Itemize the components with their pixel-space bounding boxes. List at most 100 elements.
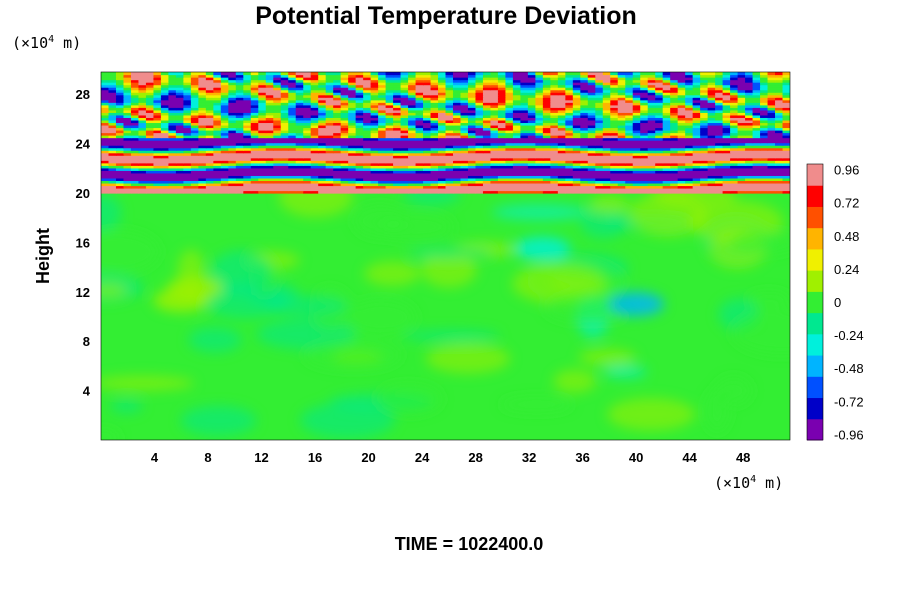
heatmap-cell bbox=[527, 107, 536, 111]
heatmap-cell bbox=[767, 162, 776, 166]
heatmap-cell bbox=[340, 175, 349, 179]
heatmap-cell bbox=[572, 104, 581, 108]
heatmap-cell bbox=[535, 82, 544, 86]
heatmap-cell bbox=[198, 160, 207, 164]
heatmap-cell bbox=[655, 127, 664, 131]
heatmap-lower-blob bbox=[180, 405, 257, 436]
heatmap-cell bbox=[557, 170, 566, 174]
heatmap-cell bbox=[745, 152, 754, 156]
heatmap-cell bbox=[550, 109, 559, 113]
heatmap-cell bbox=[520, 82, 529, 86]
heatmap-cell bbox=[745, 167, 754, 171]
heatmap-cell bbox=[168, 112, 177, 116]
heatmap-cell bbox=[423, 92, 432, 96]
heatmap-cell bbox=[662, 102, 671, 106]
heatmap-cell bbox=[752, 140, 761, 144]
heatmap-cell bbox=[722, 140, 731, 144]
heatmap-cell bbox=[662, 177, 671, 182]
heatmap-cell bbox=[662, 147, 671, 151]
heatmap-cell bbox=[677, 89, 686, 93]
heatmap-cell bbox=[205, 182, 214, 187]
heatmap-cell bbox=[190, 170, 199, 174]
heatmap-cell bbox=[707, 102, 716, 106]
heatmap-cell bbox=[160, 112, 170, 116]
heatmap-cell bbox=[423, 109, 432, 113]
heatmap-cell bbox=[512, 92, 521, 96]
heatmap-cell bbox=[580, 122, 589, 126]
heatmap-cell bbox=[632, 172, 641, 176]
heatmap-cell bbox=[385, 155, 394, 159]
x-tick-label: 40 bbox=[629, 450, 643, 465]
heatmap-cell bbox=[123, 162, 132, 166]
heatmap-cell bbox=[175, 150, 184, 154]
heatmap-cell bbox=[445, 82, 454, 86]
heatmap-cell bbox=[280, 94, 289, 98]
heatmap-cell bbox=[400, 119, 409, 124]
heatmap-cell bbox=[280, 129, 289, 134]
heatmap-cell bbox=[325, 177, 334, 182]
heatmap-cell bbox=[632, 180, 641, 184]
heatmap-cell bbox=[767, 82, 776, 86]
heatmap-cell bbox=[565, 175, 574, 179]
heatmap-cell bbox=[647, 140, 656, 144]
heatmap-cell bbox=[385, 177, 394, 182]
heatmap-cell bbox=[378, 99, 387, 103]
heatmap-cell bbox=[580, 190, 589, 194]
heatmap-cell bbox=[527, 132, 536, 136]
heatmap-cell bbox=[775, 177, 784, 182]
heatmap-cell bbox=[685, 167, 694, 171]
heatmap-cell bbox=[220, 155, 229, 159]
heatmap-cell bbox=[243, 72, 252, 76]
heatmap-cell bbox=[213, 142, 222, 146]
heatmap-cell bbox=[662, 87, 671, 91]
heatmap-cell bbox=[318, 137, 327, 141]
heatmap-cell bbox=[115, 162, 125, 166]
heatmap-cell bbox=[183, 82, 192, 86]
heatmap-cell bbox=[542, 84, 551, 88]
heatmap-cell bbox=[715, 152, 724, 156]
heatmap-cell bbox=[737, 94, 746, 98]
heatmap-cell bbox=[445, 175, 454, 179]
heatmap-cell bbox=[258, 107, 267, 111]
heatmap-cell bbox=[183, 104, 192, 108]
heatmap-cell bbox=[685, 129, 694, 134]
heatmap-cell bbox=[243, 167, 252, 171]
heatmap-cell bbox=[265, 167, 274, 171]
x-tick-label: 48 bbox=[736, 450, 750, 465]
heatmap-cell bbox=[265, 82, 274, 86]
heatmap-cell bbox=[370, 182, 379, 187]
heatmap-cell bbox=[752, 165, 761, 169]
heatmap-cell bbox=[587, 170, 596, 174]
heatmap-cell bbox=[295, 119, 304, 124]
heatmap-cell bbox=[385, 119, 394, 124]
heatmap-cell bbox=[175, 77, 184, 81]
heatmap-cell bbox=[430, 92, 439, 96]
heatmap-cell bbox=[145, 117, 155, 121]
heatmap-cell bbox=[303, 167, 312, 171]
heatmap-cell bbox=[333, 167, 342, 171]
heatmap-cell bbox=[670, 114, 679, 118]
heatmap-cell bbox=[288, 150, 297, 154]
heatmap-cell bbox=[467, 94, 477, 98]
heatmap-cell bbox=[512, 124, 521, 129]
heatmap-cell bbox=[145, 160, 155, 164]
heatmap-cell bbox=[467, 170, 477, 174]
heatmap-cell bbox=[183, 119, 192, 124]
heatmap-cell bbox=[205, 190, 214, 194]
heatmap-cell bbox=[737, 182, 746, 187]
heatmap-cell bbox=[565, 162, 574, 166]
heatmap-cell bbox=[760, 160, 769, 164]
heatmap-cell bbox=[490, 155, 499, 159]
heatmap-cell bbox=[400, 132, 409, 136]
heatmap-cell bbox=[460, 160, 469, 164]
heatmap-cell bbox=[775, 182, 784, 187]
heatmap-cell bbox=[452, 180, 462, 184]
heatmap-cell bbox=[138, 167, 147, 171]
heatmap-cell bbox=[318, 99, 327, 103]
heatmap-cell bbox=[632, 140, 641, 144]
heatmap-cell bbox=[123, 99, 132, 103]
heatmap-cell bbox=[512, 137, 521, 141]
colorbar-segment bbox=[807, 206, 823, 229]
heatmap-cell bbox=[670, 137, 679, 141]
heatmap-cell bbox=[265, 180, 274, 184]
